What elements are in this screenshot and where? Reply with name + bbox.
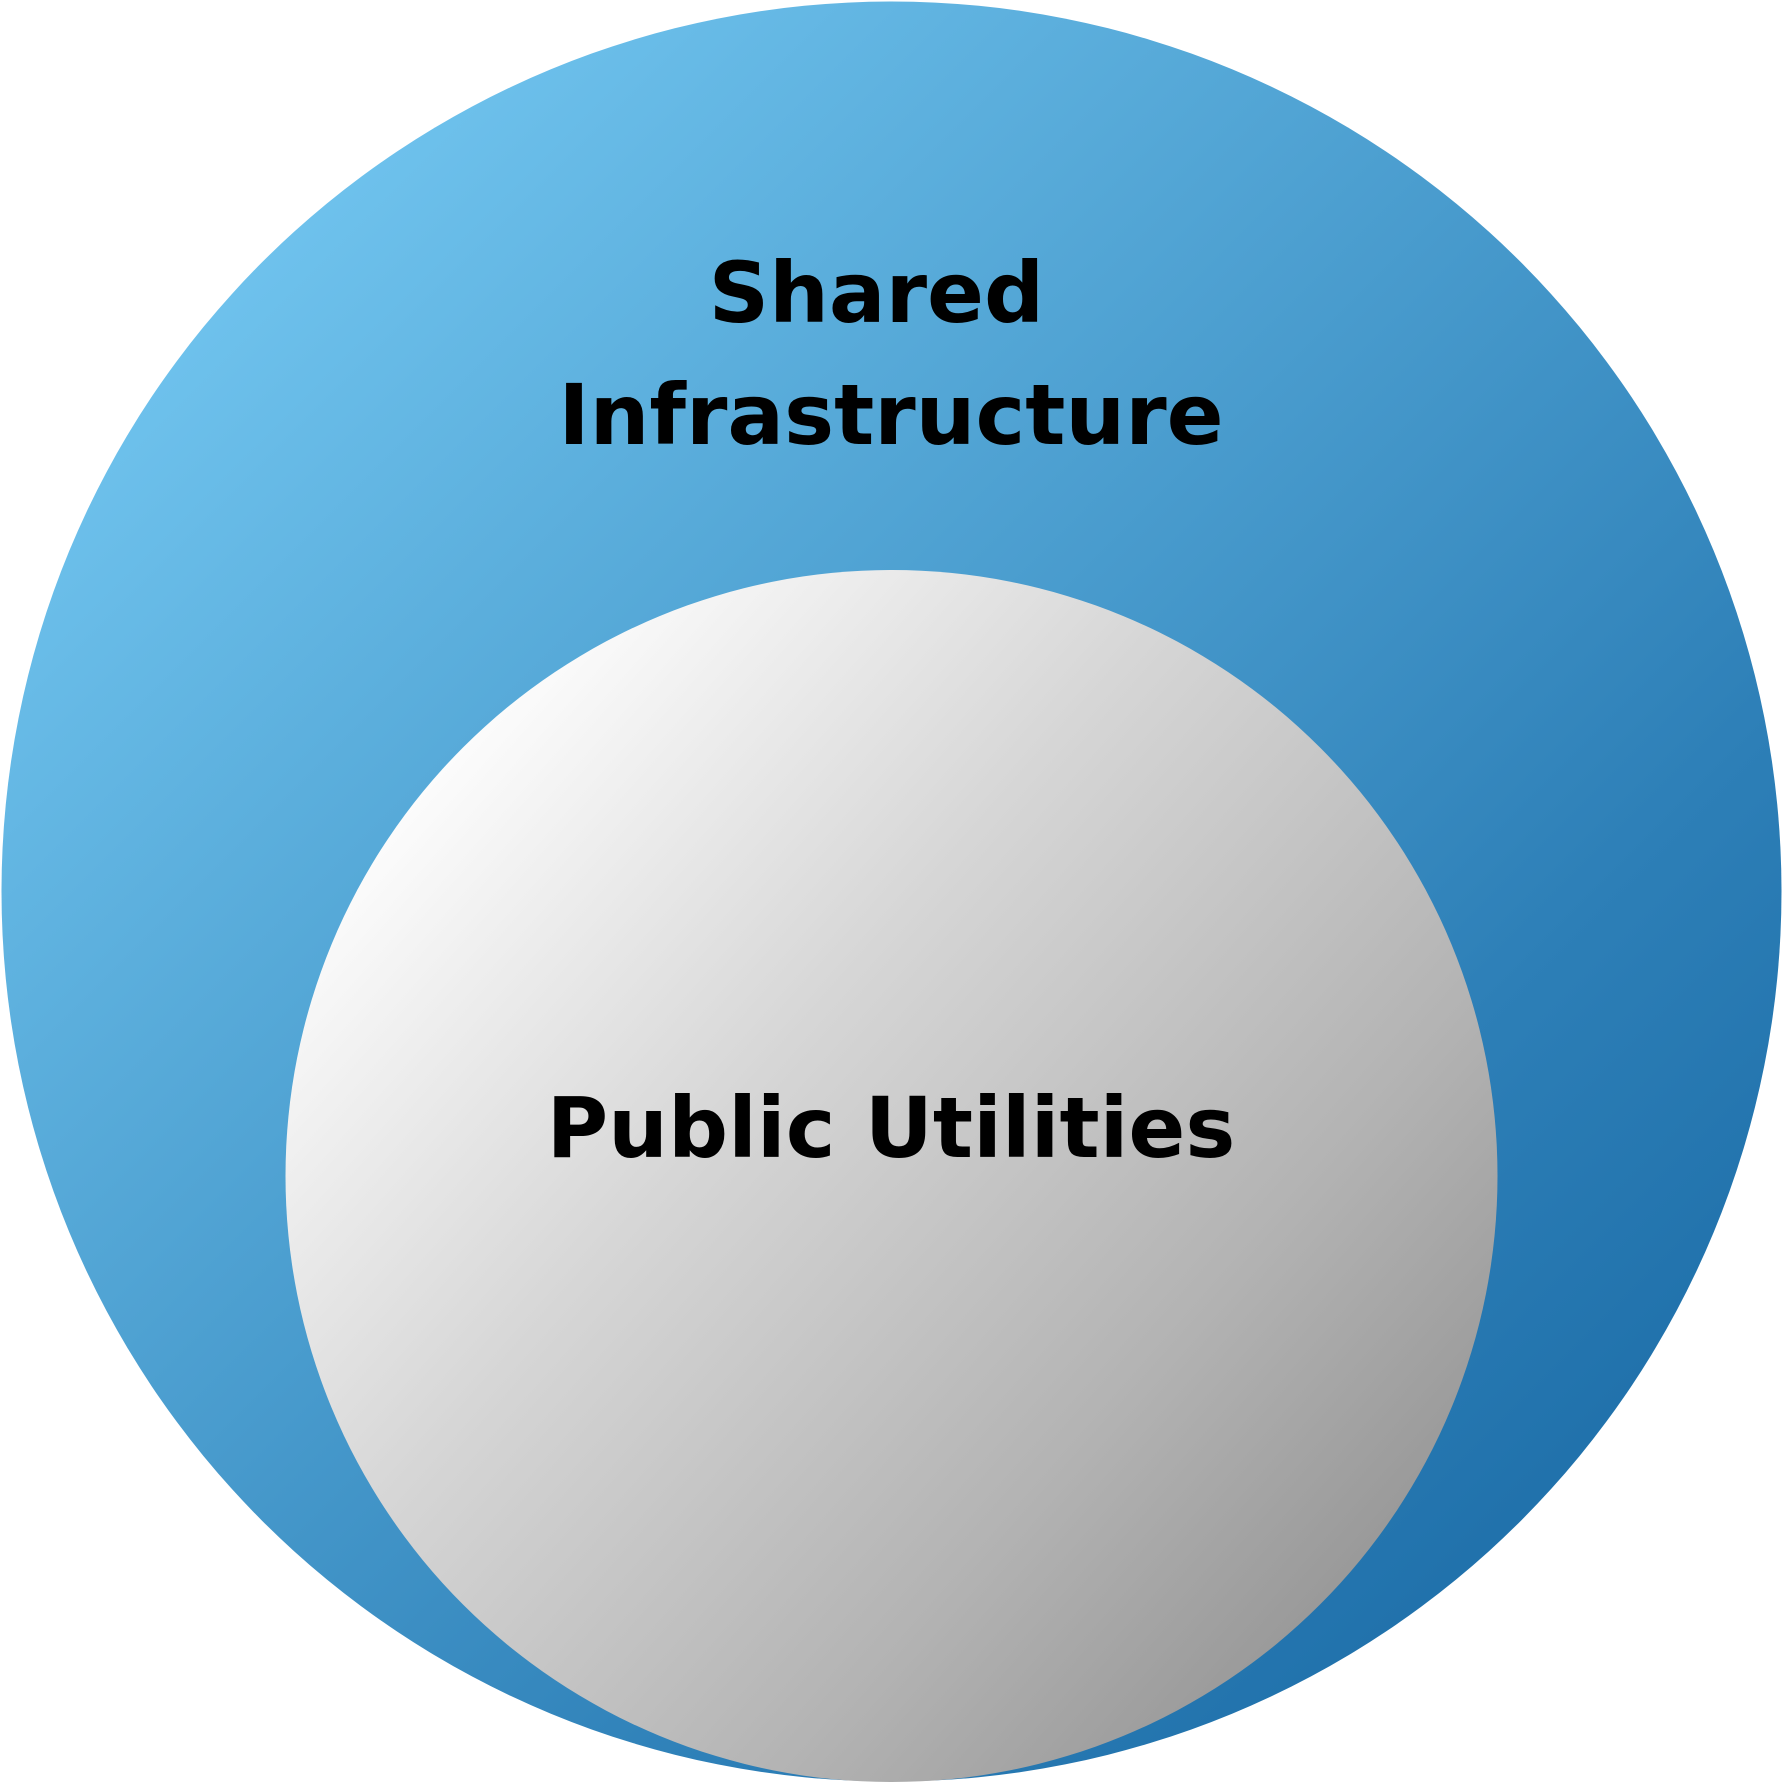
outer-label-line-2: Infrastructure [558,366,1223,464]
inner-circle-label: Public Utilities [547,1079,1236,1177]
outer-circle-label: Shared Infrastructure [558,244,1223,464]
inner-set-public-utilities: Public Utilities [285,570,1498,1782]
outer-label-line-1: Shared [709,244,1045,342]
inner-circle [285,570,1498,1782]
